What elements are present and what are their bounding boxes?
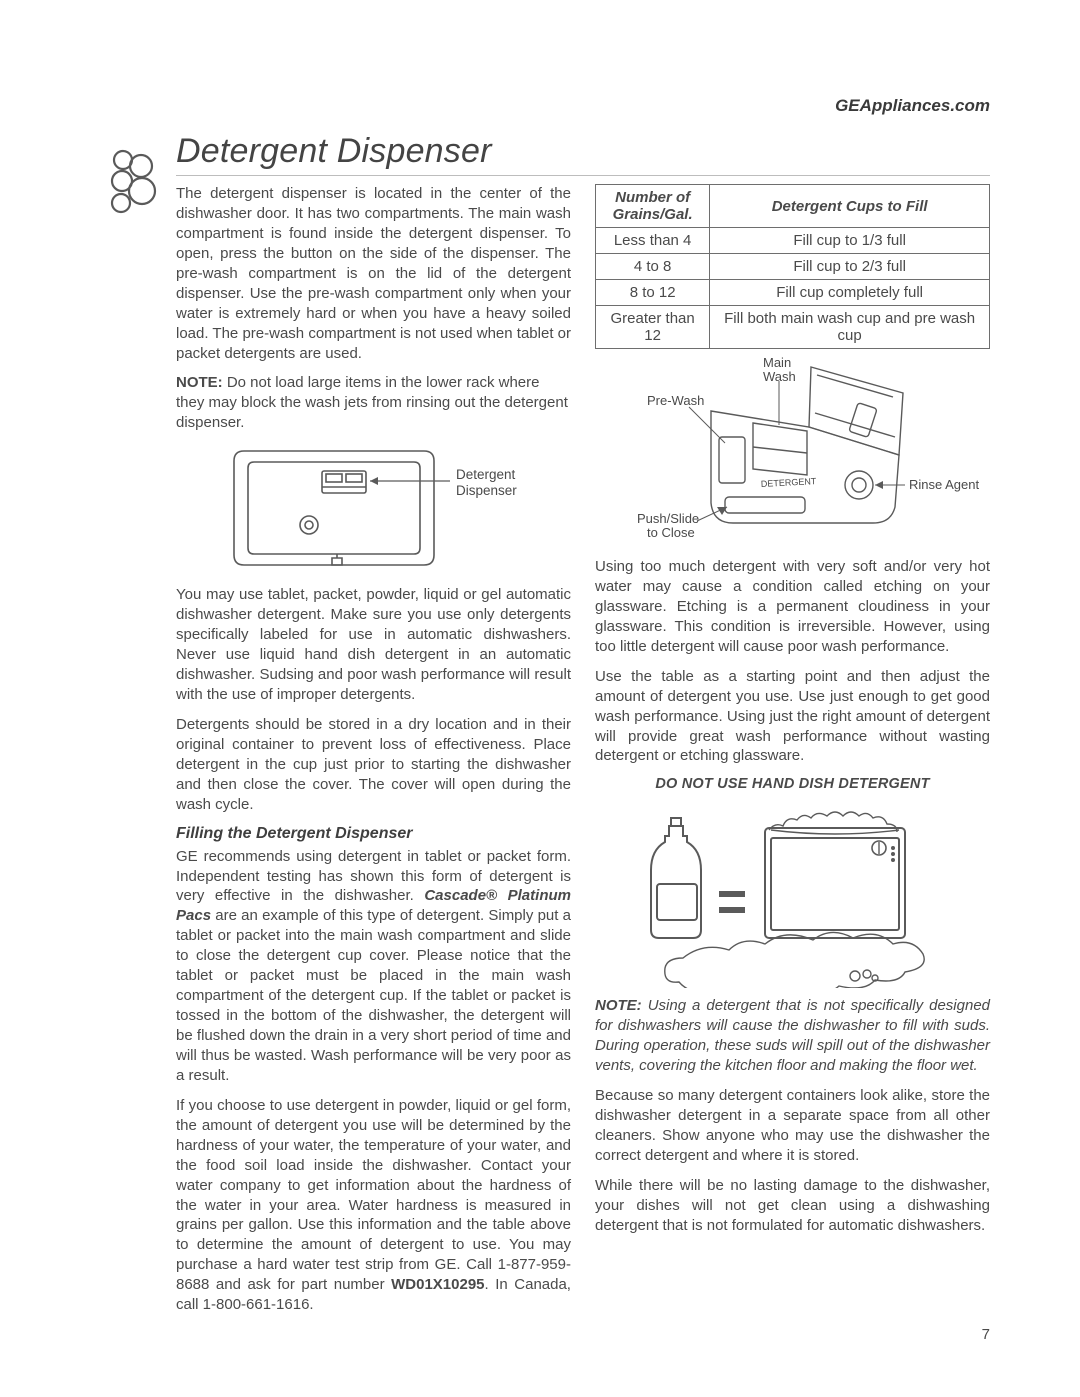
left-column: The detergent dispenser is located in th… (176, 184, 571, 1315)
suds-figure (623, 798, 963, 988)
fig-label-detergent: Detergent (456, 467, 516, 482)
table-row: 8 to 12 Fill cup completely full (596, 280, 990, 306)
note-text-2: Using a detergent that is not specifical… (595, 997, 990, 1074)
note-text: Do not load large items in the lower rac… (176, 374, 568, 431)
right-column: Number of Grains/Gal. Detergent Cups to … (595, 184, 990, 1315)
table-row: Less than 4 Fill cup to 1/3 full (596, 228, 990, 254)
table-row: 4 to 8 Fill cup to 2/3 full (596, 254, 990, 280)
manual-page: GEAppliances.com Detergent Dispenser The… (0, 0, 1080, 1397)
etching-paragraph: Using too much detergent with very soft … (595, 557, 990, 657)
site-url: GEAppliances.com (835, 96, 990, 116)
two-columns: The detergent dispenser is located in th… (176, 184, 990, 1315)
storage-separate-paragraph: Because so many detergent containers loo… (595, 1086, 990, 1166)
no-damage-paragraph: While there will be no lasting damage to… (595, 1176, 990, 1236)
fig-label-dispenser: Dispenser (456, 483, 517, 498)
hand-detergent-warning: DO NOT USE HAND DISH DETERGENT (595, 776, 990, 792)
powder-paragraph: If you choose to use detergent in powder… (176, 1096, 571, 1315)
page-number: 7 (982, 1326, 990, 1343)
storage-paragraph: Detergents should be stored in a dry loc… (176, 715, 571, 815)
door-dispenser-figure: Detergent Dispenser (204, 443, 544, 573)
note-label-2: NOTE: (595, 997, 642, 1014)
table-cell: 4 to 8 (596, 254, 710, 280)
table-head-cups: Detergent Cups to Fill (710, 185, 990, 228)
th-line1: Number of (615, 189, 690, 206)
table-cell: Fill cup completely full (710, 280, 990, 306)
intro-paragraph: The detergent dispenser is located in th… (176, 184, 571, 363)
suds-note: NOTE: Using a detergent that is not spec… (595, 996, 990, 1076)
table-cell: Fill cup to 1/3 full (710, 228, 990, 254)
part-number: WD01X10295 (391, 1276, 484, 1293)
powder-text-a: If you choose to use detergent in powder… (176, 1097, 571, 1293)
table-cell: 8 to 12 (596, 280, 710, 306)
svg-text:DETERGENT: DETERGENT (760, 476, 816, 489)
table-row: Greater than 12 Fill both main wash cup … (596, 306, 990, 349)
bubbles-icon (108, 148, 164, 218)
th-line2: Grains/Gal. (613, 206, 693, 223)
label-main-b: Wash (763, 369, 796, 384)
tablet-text-c: are an example of this type of detergent… (176, 907, 571, 1084)
adjust-paragraph: Use the table as a starting point and th… (595, 667, 990, 767)
compartment-figure: DETERGENT Main Wash Pre-Wash Rinse (603, 357, 983, 547)
table-head-row: Number of Grains/Gal. Detergent Cups to … (596, 185, 990, 228)
table-cell: Fill both main wash cup and pre wash cup (710, 306, 990, 349)
filling-subhead: Filling the Detergent Dispenser (176, 825, 571, 843)
label-push-b: to Close (647, 525, 695, 540)
label-push-a: Push/Slide (637, 511, 699, 526)
label-prewash: Pre-Wash (647, 393, 704, 408)
content: Detergent Dispenser The detergent dispen… (176, 132, 990, 1315)
note-paragraph: NOTE: Do not load large items in the low… (176, 373, 571, 433)
page-title: Detergent Dispenser (176, 132, 990, 176)
note-label: NOTE: (176, 374, 223, 391)
label-rinse: Rinse Agent (909, 477, 979, 492)
table-head-grains: Number of Grains/Gal. (596, 185, 710, 228)
table-cell: Less than 4 (596, 228, 710, 254)
detergent-types-paragraph: You may use tablet, packet, powder, liqu… (176, 585, 571, 705)
detergent-table: Number of Grains/Gal. Detergent Cups to … (595, 184, 990, 349)
tablet-paragraph: GE recommends using detergent in tablet … (176, 847, 571, 1086)
table-cell: Fill cup to 2/3 full (710, 254, 990, 280)
table-cell: Greater than 12 (596, 306, 710, 349)
